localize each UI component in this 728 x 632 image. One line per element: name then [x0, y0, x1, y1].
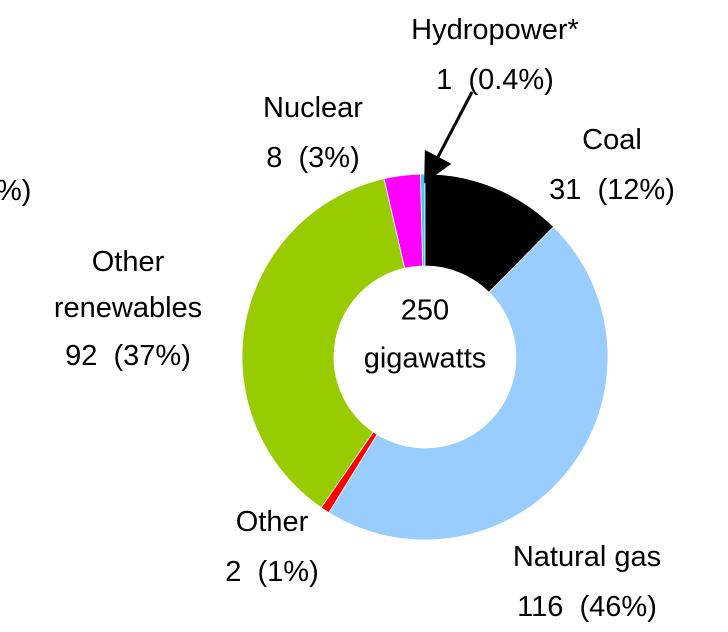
- slice-value-line: 8 (3%): [233, 133, 393, 183]
- slice-name: Natural gas: [512, 541, 662, 573]
- slice-value-line: 1 (0.4%): [375, 55, 615, 105]
- slice-value: 8: [266, 142, 283, 174]
- slice-percent: (12%): [597, 174, 675, 206]
- slice-percent: (46%): [579, 591, 657, 623]
- slice-label: Other 2 (1%): [192, 497, 352, 597]
- slice-value: 31: [549, 174, 582, 206]
- donut-slice: [424, 173, 555, 293]
- slice-name: Other renewables: [53, 246, 203, 324]
- slice-name: Nuclear: [263, 92, 363, 124]
- slice-label: Hydropower* 1 (0.4%): [375, 5, 615, 105]
- slice-value-line: 2 (1%): [192, 547, 352, 597]
- slice-name: Hydropower*: [411, 14, 579, 46]
- center-value: 250: [401, 295, 449, 327]
- slice-percent: (37%): [113, 340, 191, 372]
- slice-label: Other renewables 92 (37%): [28, 239, 228, 381]
- slice-value-line: 92 (37%): [28, 331, 228, 381]
- slice-value: 116: [517, 591, 564, 623]
- slice-name: Other: [235, 506, 309, 538]
- slice-value: 2: [225, 556, 242, 588]
- slice-label: Nuclear 8 (3%): [233, 83, 393, 183]
- donut-slice: [241, 178, 406, 509]
- slice-percent: (3%): [298, 142, 360, 174]
- slice-value: 1: [436, 64, 453, 96]
- slice-percent: (1%): [257, 556, 319, 588]
- slice-label: Coal 31 (12%): [512, 115, 712, 215]
- slice-label: Natural gas 116 (46%): [467, 532, 707, 632]
- slice-value-line: 31 (12%): [512, 165, 712, 215]
- center-unit: gigawatts: [364, 343, 487, 375]
- slice-percent: (0.4%): [468, 64, 554, 96]
- slice-name: Coal: [582, 124, 642, 156]
- slice-value-line: 116 (46%): [467, 582, 707, 632]
- arrow: [424, 91, 474, 184]
- slice-value: 92: [65, 340, 98, 372]
- donut-slice: [328, 226, 609, 541]
- donut-slice: [383, 173, 424, 269]
- cropped-annotation: %): [0, 175, 32, 207]
